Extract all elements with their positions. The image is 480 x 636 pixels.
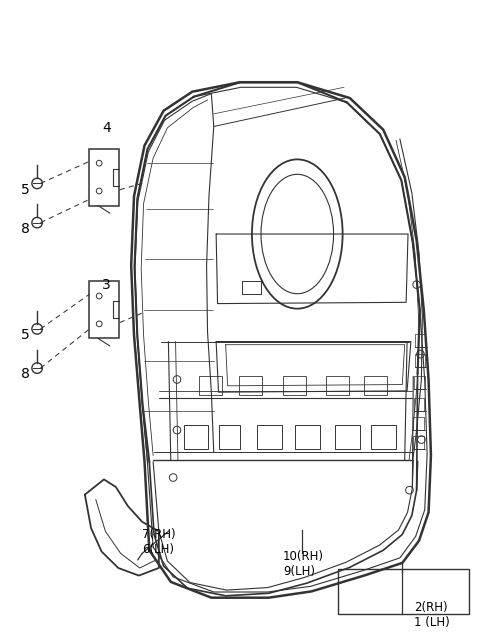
Bar	[239, 377, 262, 396]
Bar	[199, 377, 222, 396]
Text: 7(RH)
6(LH): 7(RH) 6(LH)	[142, 528, 176, 556]
Text: 8: 8	[22, 222, 30, 236]
Bar	[413, 417, 424, 430]
Text: 8: 8	[22, 368, 30, 382]
Bar	[257, 425, 282, 449]
Bar	[415, 354, 425, 367]
Bar	[364, 377, 387, 396]
Text: 10(RH)
9(LH): 10(RH) 9(LH)	[283, 550, 324, 578]
Text: 3: 3	[102, 279, 111, 293]
Bar	[89, 282, 119, 338]
Bar	[295, 425, 320, 449]
Bar	[184, 425, 208, 449]
Text: 5: 5	[22, 328, 30, 342]
Bar	[413, 436, 423, 449]
Bar	[414, 377, 425, 389]
Bar	[414, 399, 424, 411]
Bar	[338, 569, 469, 614]
Bar	[283, 377, 306, 396]
Bar	[336, 425, 360, 449]
Bar	[326, 377, 349, 396]
Text: 4: 4	[102, 121, 111, 135]
Bar	[371, 425, 396, 449]
Bar	[218, 425, 240, 449]
Text: 2(RH)
1 (LH): 2(RH) 1 (LH)	[414, 601, 450, 629]
Bar	[89, 149, 119, 205]
Bar	[415, 334, 425, 347]
Text: 5: 5	[22, 183, 30, 197]
